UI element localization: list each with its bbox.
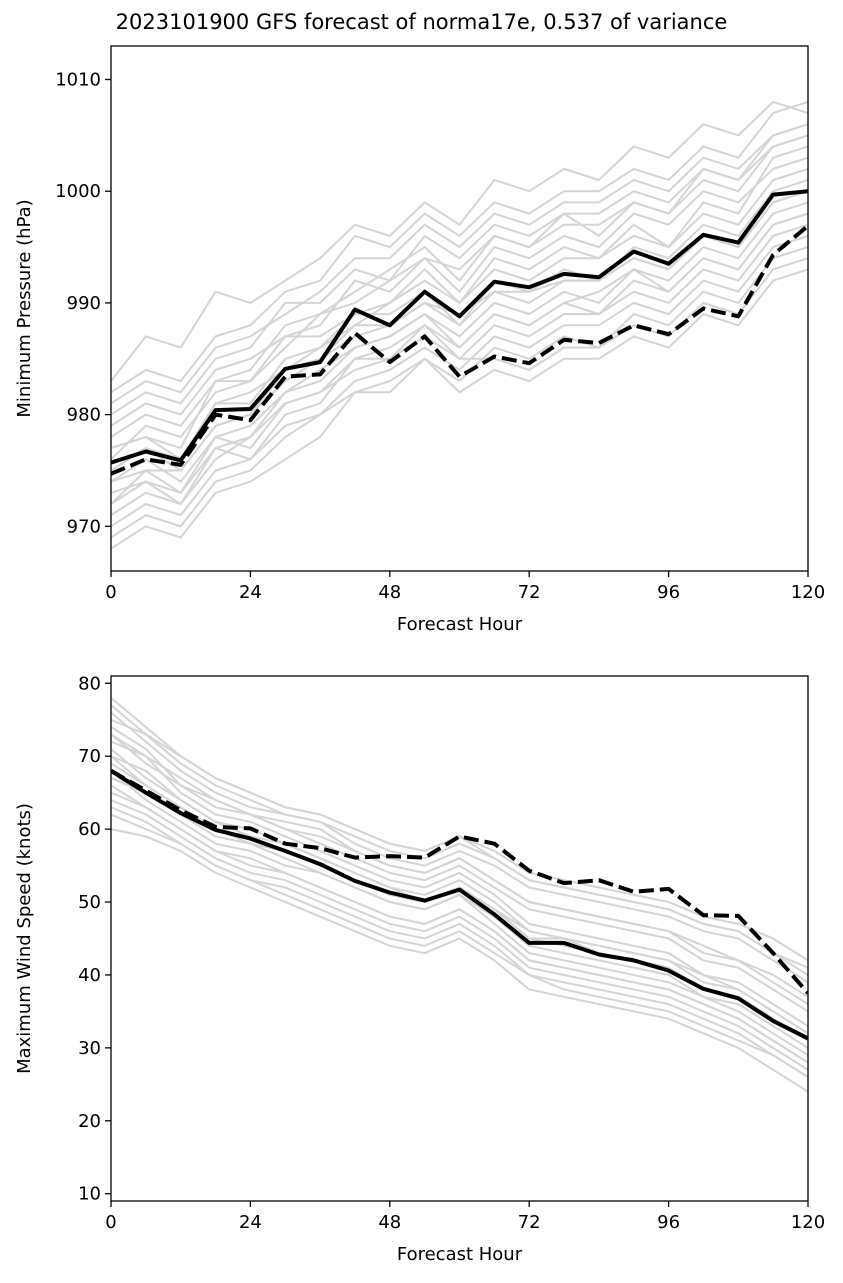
ensemble-line-2-12 bbox=[111, 777, 808, 1057]
y-tick-label-2-50: 50 bbox=[78, 892, 101, 913]
solid-series-line-1 bbox=[111, 189, 808, 465]
y-tick-label-1-990: 990 bbox=[67, 293, 101, 314]
y-axis-label-1: Minimum Pressure (hPa) bbox=[14, 199, 35, 417]
ensemble-line-1-19 bbox=[111, 100, 808, 394]
axes-frame-1 bbox=[110, 45, 809, 572]
x-tick-label-2-0: 0 bbox=[105, 1212, 116, 1233]
y-tick-label-2-10: 10 bbox=[78, 1184, 101, 1205]
x-tick-label-2-48: 48 bbox=[378, 1212, 401, 1233]
ensemble-line-1-6 bbox=[111, 246, 808, 550]
y-tick-label-2-70: 70 bbox=[78, 746, 101, 767]
ensemble-line-1-13 bbox=[111, 134, 808, 438]
ensemble-line-2-16 bbox=[111, 762, 808, 1042]
y-tick-label-2-30: 30 bbox=[78, 1038, 101, 1059]
axes-frame-2 bbox=[110, 675, 809, 1202]
y-tick-label-2-20: 20 bbox=[78, 1111, 101, 1132]
ensemble-line-2-6 bbox=[111, 740, 808, 1027]
x-tick-label-1-120: 120 bbox=[791, 582, 825, 603]
y-tick-label-2-60: 60 bbox=[78, 819, 101, 840]
y-axis-label-2: Maximum Wind Speed (knots) bbox=[14, 803, 35, 1074]
y-tick-label-2-40: 40 bbox=[78, 965, 101, 986]
ensemble-line-1-7 bbox=[111, 134, 808, 450]
y-tick-label-1-970: 970 bbox=[67, 516, 101, 537]
ensemble-line-2-11 bbox=[111, 733, 808, 1013]
ensemble-line-2-9 bbox=[111, 799, 808, 1071]
y-tick-label-1-1010: 1010 bbox=[55, 70, 101, 91]
ensemble-line-1-4 bbox=[111, 234, 808, 528]
ensemble-line-1-11 bbox=[111, 167, 808, 461]
x-tick-label-1-0: 0 bbox=[105, 582, 116, 603]
x-tick-label-1-24: 24 bbox=[239, 582, 262, 603]
ensemble-line-1-5 bbox=[111, 100, 808, 382]
ensemble-line-1-14 bbox=[111, 268, 808, 539]
ensemble-line-1-3 bbox=[111, 156, 808, 427]
ensemble-line-1-18 bbox=[111, 212, 808, 505]
ensemble-line-2-19 bbox=[111, 806, 808, 1078]
ensemble-line-2-14 bbox=[111, 828, 808, 1093]
ensemble-line-1-9 bbox=[111, 123, 808, 405]
x-tick-label-1-96: 96 bbox=[657, 582, 680, 603]
x-tick-label-2-24: 24 bbox=[239, 1212, 262, 1233]
x-tick-label-1-48: 48 bbox=[378, 582, 401, 603]
ensemble-line-2-2 bbox=[111, 726, 808, 998]
ensemble-line-2-13 bbox=[111, 718, 808, 984]
ensemble-line-2-10 bbox=[111, 755, 808, 1035]
ensemble-line-1-15 bbox=[111, 123, 808, 416]
ensemble-line-1-12 bbox=[111, 223, 808, 516]
y-tick-label-2-80: 80 bbox=[78, 673, 101, 694]
x-axis-label-2: Forecast Hour bbox=[397, 1244, 523, 1265]
figure-title: 2023101900 GFS forecast of norma17e, 0.5… bbox=[115, 10, 728, 34]
x-tick-label-2-96: 96 bbox=[657, 1212, 680, 1233]
y-tick-label-1-1000: 1000 bbox=[55, 181, 101, 202]
x-tick-label-1-72: 72 bbox=[518, 582, 541, 603]
x-tick-label-2-72: 72 bbox=[518, 1212, 541, 1233]
ensemble-line-1-20 bbox=[111, 179, 808, 472]
y-tick-label-1-980: 980 bbox=[67, 405, 101, 426]
x-axis-label-1: Forecast Hour bbox=[397, 614, 523, 635]
x-tick-label-2-120: 120 bbox=[791, 1212, 825, 1233]
ensemble-line-2-20 bbox=[111, 704, 808, 969]
ensemble-line-2-18 bbox=[111, 733, 808, 1005]
solid-series-line-2 bbox=[111, 769, 808, 1041]
dashed-series-line-2 bbox=[111, 769, 808, 995]
ensemble-line-2-17 bbox=[111, 791, 808, 1064]
